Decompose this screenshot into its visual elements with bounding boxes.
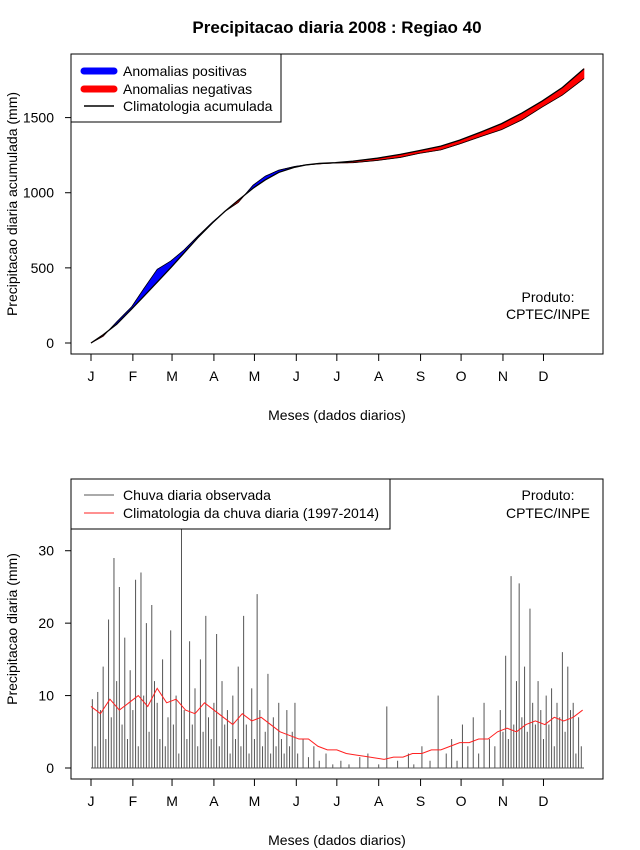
legend-label-negative: Anomalias negativas [123, 81, 252, 97]
top-xtick-label: M [249, 368, 261, 384]
daily-bars [91, 529, 584, 769]
figure-title: Precipitacao diaria 2008 : Regiao 40 [192, 18, 481, 37]
top-xtick-label: O [456, 368, 467, 384]
bottom-xtick-label: J [293, 793, 300, 809]
top-xtick-label: A [209, 368, 219, 384]
top-ytick-label: 0 [46, 335, 54, 351]
observed-cumulative-line [90, 78, 585, 344]
daily-precipitation-chart: 0 10 20 30 J F M A M J J A S O N D Meses (dados diario… [4, 478, 604, 848]
top-xtick-label: S [416, 368, 425, 384]
bottom-ytick-label: 10 [38, 688, 54, 704]
top-ytick-label: 1000 [23, 185, 54, 201]
bottom-xtick-label: O [456, 793, 467, 809]
credit-produto: Produto: [522, 487, 575, 503]
y-axis: 0 500 1000 1500 [23, 110, 71, 351]
bottom-xtick-label: A [374, 793, 384, 809]
bottom-ytick-label: 20 [38, 615, 54, 631]
legend-label-observed: Chuva diaria observada [123, 487, 271, 503]
top-ytick-label: 500 [31, 260, 55, 276]
bottom-ytick-label: 30 [38, 543, 54, 559]
daily-climatology-line [90, 687, 583, 760]
bottom-xtick-label: N [498, 793, 508, 809]
top-xtick-label: F [129, 368, 138, 384]
credit-cptec: CPTEC/INPE [506, 306, 590, 322]
bottom-xtick-label: J [333, 793, 340, 809]
top-xtick-label: D [538, 368, 548, 384]
legend-label-climatology: Climatologia acumulada [123, 98, 273, 114]
y-axis-label: Precipitacao diaria acumulada (mm) [4, 92, 20, 316]
climatology-line [90, 687, 583, 760]
bottom-xtick-label: S [416, 793, 425, 809]
legend-box [70, 478, 391, 530]
legend: Chuva diaria observada Climatologia da c… [70, 478, 391, 530]
top-xtick-label: A [374, 368, 384, 384]
legend: Anomalias positivas Anomalias negativas … [70, 53, 282, 123]
y-axis-label: Precipitacao diaria (mm) [4, 553, 20, 705]
legend-label-positive: Anomalias positivas [123, 63, 247, 79]
bottom-xtick-label: M [249, 793, 261, 809]
y-axis: 0 10 20 30 [38, 543, 71, 776]
cumulative-precipitation-chart: 0 500 1000 1500 J F M A M J J A S O N D Meses (dados d… [4, 53, 604, 423]
bottom-xtick-label: D [538, 793, 548, 809]
top-xtick-label: J [293, 368, 300, 384]
bottom-ytick-label: 0 [46, 760, 54, 776]
x-axis-label: Meses (dados diarios) [268, 407, 406, 423]
x-axis-label: Meses (dados diarios) [268, 832, 406, 848]
credit-produto: Produto: [522, 289, 575, 305]
bottom-xtick-label: J [88, 793, 95, 809]
legend-label-climatology: Climatologia da chuva diaria (1997-2014) [123, 505, 379, 521]
top-xtick-label: M [166, 368, 178, 384]
bottom-xtick-label: M [166, 793, 178, 809]
top-xtick-label: N [498, 368, 508, 384]
top-xtick-label: J [88, 368, 95, 384]
cumulative-lines [90, 68, 585, 344]
top-ytick-label: 1500 [23, 110, 54, 126]
credit-cptec: CPTEC/INPE [506, 505, 590, 521]
top-xtick-label: J [333, 368, 340, 384]
bottom-xtick-label: F [129, 793, 138, 809]
bottom-xtick-label: A [209, 793, 219, 809]
climatology-cumulative-line [90, 68, 585, 344]
